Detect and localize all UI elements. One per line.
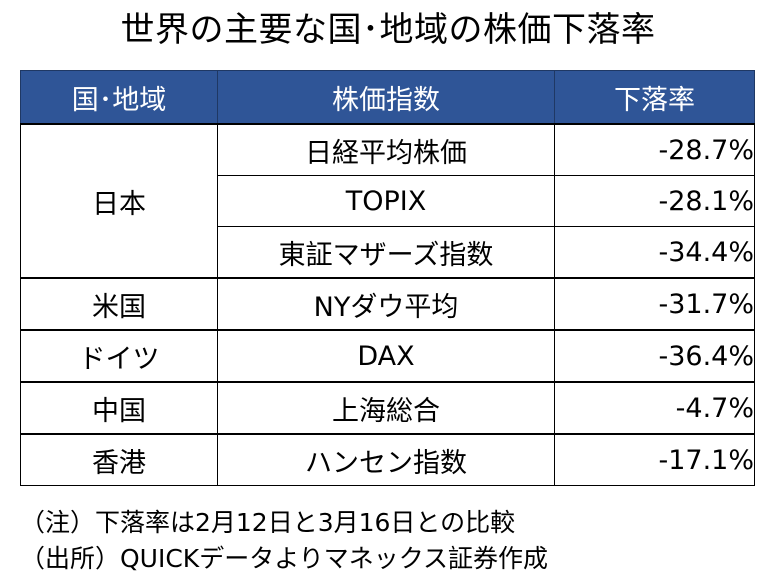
header-region: 国･地域 [20, 70, 218, 125]
table-row: TOPIX -28.1% [21, 175, 755, 227]
table-row: 日本 日経平均株価 -28.7% [20, 123, 755, 279]
table-row: ドイツ DAX -36.4% [20, 329, 755, 383]
page-title: 世界の主要な国･地域の株価下落率 [120, 10, 656, 50]
region-cell-germany: ドイツ [20, 329, 218, 383]
table-row: 米国 NYダウ平均 -31.7% [20, 277, 755, 331]
index-cell: ハンセン指数 [217, 433, 555, 486]
decline-cell: -28.7% [554, 123, 755, 176]
index-cell: TOPIX [217, 175, 555, 227]
footnote-comparison: （注）下落率は2月12日と3月16日との比較 [20, 508, 516, 537]
index-cell: 上海総合 [217, 381, 555, 435]
decline-cell: -31.7% [554, 277, 755, 331]
header-decline: 下落率 [554, 70, 755, 125]
decline-cell: -28.1% [554, 175, 755, 227]
table-row: 香港 ハンセン指数 -17.1% [20, 433, 755, 486]
footnotes: （注）下落率は2月12日と3月16日との比較 （出所）QUICKデータよりマネッ… [20, 505, 760, 577]
stock-decline-table: 国･地域 株価指数 下落率 日本 日経平均株価 -28.7% TOPIX -28… [20, 70, 755, 486]
index-cell: NYダウ平均 [217, 277, 555, 331]
region-cell-japan: 日本 [20, 123, 218, 279]
table-header-row: 国･地域 株価指数 下落率 [20, 70, 755, 125]
decline-cell: -4.7% [554, 381, 755, 435]
footnote-source: （出所）QUICKデータよりマネックス証券作成 [20, 544, 548, 573]
region-cell-hongkong: 香港 [20, 433, 218, 486]
index-cell: 日経平均株価 [217, 123, 555, 176]
table-row: 中国 上海総合 -4.7% [20, 381, 755, 435]
index-cell: DAX [217, 329, 555, 383]
header-index: 株価指数 [217, 70, 555, 125]
decline-cell: -17.1% [554, 433, 755, 486]
region-cell-us: 米国 [20, 277, 218, 331]
index-cell: 東証マザーズ指数 [217, 226, 555, 279]
region-cell-china: 中国 [20, 381, 218, 435]
decline-cell: -36.4% [554, 329, 755, 383]
decline-cell: -34.4% [554, 226, 755, 279]
